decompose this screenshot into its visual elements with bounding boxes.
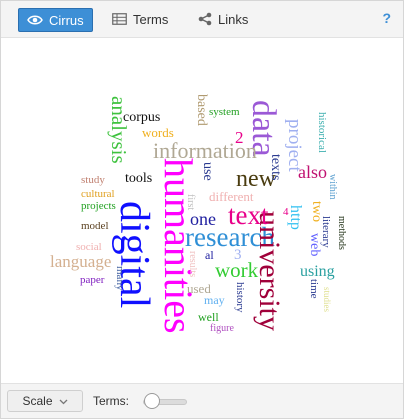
tab-links-label: Links bbox=[218, 11, 249, 27]
cloud-word[interactable]: digital bbox=[111, 201, 157, 309]
cloud-word[interactable]: texts bbox=[268, 154, 283, 181]
terms-slider-handle[interactable] bbox=[143, 393, 160, 409]
cloud-word[interactable]: http bbox=[287, 205, 304, 230]
cloud-word[interactable]: also bbox=[298, 162, 327, 182]
cloud-word[interactable]: use bbox=[200, 162, 215, 181]
cloud-word[interactable]: many bbox=[114, 266, 126, 291]
cloud-word[interactable]: text bbox=[228, 200, 269, 230]
cloud-word[interactable]: different bbox=[209, 189, 254, 204]
tab-cirrus-label: Cirrus bbox=[49, 12, 84, 28]
cloud-word[interactable]: within bbox=[327, 174, 338, 200]
cloud-word[interactable]: two bbox=[309, 201, 324, 222]
chevron-down-icon bbox=[59, 394, 68, 408]
cloud-word[interactable]: 4 bbox=[283, 206, 289, 218]
cloud-word[interactable]: social bbox=[76, 241, 102, 253]
cloud-word[interactable]: using bbox=[300, 263, 335, 280]
cloud-word[interactable]: words bbox=[142, 125, 174, 140]
terms-slider-track[interactable] bbox=[143, 399, 187, 405]
cloud-word[interactable]: may bbox=[204, 293, 225, 307]
cloud-word[interactable]: new bbox=[236, 166, 276, 192]
tab-links[interactable]: Links bbox=[198, 8, 248, 30]
tab-terms-label: Terms bbox=[133, 11, 169, 27]
tab-cirrus[interactable]: Cirrus bbox=[18, 8, 93, 32]
cloud-word[interactable]: one bbox=[190, 209, 216, 229]
cloud-word[interactable]: al bbox=[205, 248, 214, 262]
cloud-word[interactable]: well bbox=[198, 310, 219, 324]
cloud-word[interactable]: tools bbox=[125, 171, 153, 186]
cloud-word[interactable]: analysis bbox=[107, 96, 131, 164]
toolbar: Cirrus Terms bbox=[1, 1, 403, 38]
cloud-word[interactable]: first bbox=[185, 194, 196, 211]
bottom-bar: Scale Terms: bbox=[1, 383, 403, 418]
cloud-word[interactable]: projects bbox=[81, 200, 116, 212]
cloud-word[interactable]: research bbox=[185, 222, 275, 252]
cloud-word[interactable]: study bbox=[81, 174, 105, 186]
cloud-word[interactable]: cultural bbox=[81, 188, 115, 200]
cloud-word[interactable]: time bbox=[308, 279, 320, 299]
tab-terms[interactable]: Terms bbox=[112, 8, 168, 30]
scale-button[interactable]: Scale bbox=[7, 390, 83, 412]
cloud-word[interactable]: 3 bbox=[234, 247, 242, 263]
cloud-word[interactable]: historical bbox=[316, 112, 328, 153]
cloud-word[interactable]: methods bbox=[336, 216, 347, 250]
cloud-word[interactable]: history bbox=[234, 282, 246, 313]
cloud-word[interactable]: web bbox=[307, 233, 322, 257]
cloud-word[interactable]: corpus bbox=[123, 110, 161, 125]
cloud-word[interactable]: system bbox=[209, 106, 240, 118]
cloud-word[interactable]: based bbox=[194, 94, 209, 126]
cloud-word[interactable]: studies bbox=[322, 287, 332, 313]
share-icon bbox=[198, 12, 212, 26]
table-icon bbox=[112, 13, 127, 25]
terms-label: Terms: bbox=[93, 394, 129, 408]
cloud-word[interactable]: figure bbox=[210, 323, 234, 334]
cloud-word[interactable]: information bbox=[153, 138, 257, 163]
cloud-word[interactable]: model bbox=[81, 220, 109, 232]
word-cloud: digital humanities research data univers… bbox=[1, 38, 403, 383]
cloud-word[interactable]: paper bbox=[80, 274, 105, 286]
cloud-word[interactable]: results bbox=[187, 251, 198, 278]
cloud-word[interactable]: 2 bbox=[235, 128, 244, 147]
cloud-word[interactable]: work bbox=[215, 258, 259, 282]
scale-button-label: Scale bbox=[22, 394, 53, 408]
eye-icon bbox=[27, 14, 43, 26]
cloud-word[interactable]: language bbox=[50, 252, 112, 271]
cloud-word[interactable]: used bbox=[187, 281, 211, 296]
help-icon[interactable]: ? bbox=[382, 10, 391, 26]
